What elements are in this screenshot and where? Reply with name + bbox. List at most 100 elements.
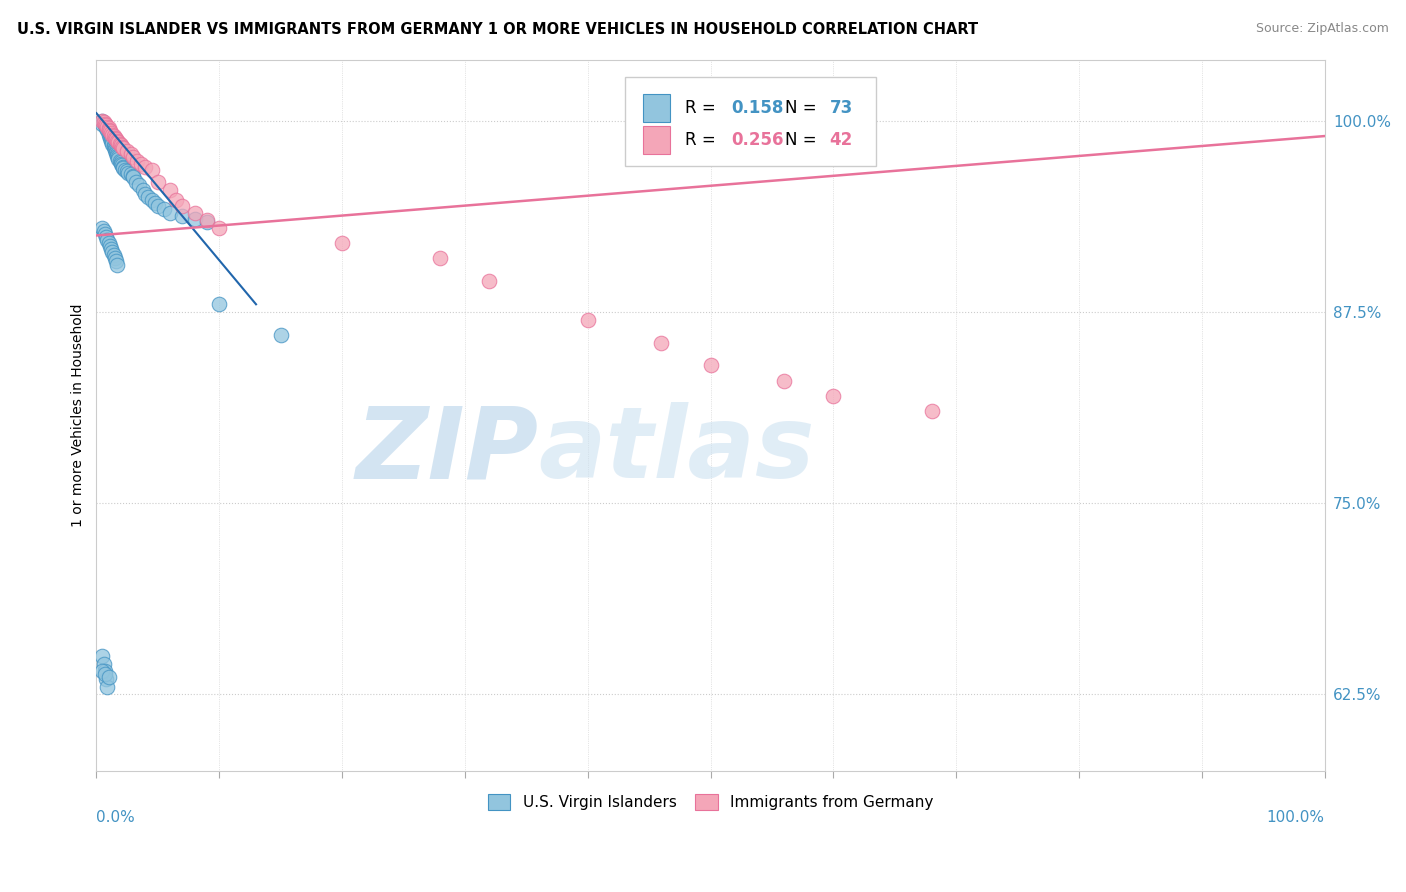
Point <box>172 209 194 223</box>
FancyBboxPatch shape <box>643 94 671 122</box>
Point <box>105 145 128 159</box>
Point <box>96 680 118 694</box>
Point <box>96 121 118 136</box>
Text: N =: N = <box>786 99 823 117</box>
Point <box>478 274 501 288</box>
Point <box>97 123 120 137</box>
Point <box>103 248 125 262</box>
Point <box>122 169 145 183</box>
Point <box>91 117 114 131</box>
Point <box>96 120 118 134</box>
Text: 0.256: 0.256 <box>731 131 785 149</box>
Point <box>97 670 120 684</box>
Point <box>165 194 187 208</box>
Point <box>115 145 138 159</box>
Point <box>100 242 122 256</box>
Point <box>105 149 128 163</box>
Point <box>172 199 194 213</box>
Point <box>96 230 118 244</box>
Point <box>104 252 127 266</box>
Point <box>330 236 353 251</box>
Point <box>159 183 181 197</box>
Point <box>120 147 142 161</box>
Point <box>97 236 120 251</box>
Point <box>105 254 128 268</box>
Point <box>91 665 114 679</box>
Point <box>208 220 231 235</box>
Point <box>100 132 122 146</box>
Point <box>98 129 121 144</box>
Point <box>97 126 120 140</box>
Point <box>208 297 231 311</box>
Point <box>146 199 169 213</box>
Point <box>104 143 127 157</box>
Point <box>93 657 115 671</box>
Point <box>96 120 118 134</box>
Point <box>107 152 129 166</box>
Point <box>111 158 134 172</box>
Point <box>107 135 129 149</box>
Point <box>105 258 128 272</box>
Point <box>128 178 150 192</box>
Point <box>129 156 152 170</box>
Point <box>823 389 845 403</box>
Point <box>110 156 132 170</box>
Text: 42: 42 <box>830 131 853 149</box>
Point <box>112 160 135 174</box>
Point <box>107 151 129 165</box>
Point <box>699 359 721 373</box>
Point <box>576 312 599 326</box>
Point <box>143 196 166 211</box>
Point <box>101 135 124 149</box>
Text: 100.0%: 100.0% <box>1267 810 1324 825</box>
Point <box>97 121 120 136</box>
Point <box>105 132 128 146</box>
Point <box>124 175 146 189</box>
Point <box>105 134 128 148</box>
Point <box>120 167 142 181</box>
Point <box>122 151 145 165</box>
Point <box>429 252 451 266</box>
Text: U.S. VIRGIN ISLANDER VS IMMIGRANTS FROM GERMANY 1 OR MORE VEHICLES IN HOUSEHOLD : U.S. VIRGIN ISLANDER VS IMMIGRANTS FROM … <box>17 22 979 37</box>
Point <box>108 136 131 151</box>
Point <box>132 183 155 197</box>
Text: N =: N = <box>786 131 823 149</box>
Point <box>125 153 148 168</box>
Point <box>183 211 205 226</box>
Y-axis label: 1 or more Vehicles in Household: 1 or more Vehicles in Household <box>72 303 86 527</box>
Point <box>110 155 132 169</box>
Point <box>146 175 169 189</box>
Text: 0.158: 0.158 <box>731 99 783 117</box>
Point <box>117 166 139 180</box>
Text: ZIP: ZIP <box>356 402 538 500</box>
Point <box>195 215 218 229</box>
Point <box>159 205 181 219</box>
Point <box>105 147 128 161</box>
Point <box>114 162 136 177</box>
Point <box>94 667 117 681</box>
Point <box>270 327 292 342</box>
Point <box>91 113 114 128</box>
Point <box>96 672 118 686</box>
FancyBboxPatch shape <box>643 126 671 154</box>
Text: Source: ZipAtlas.com: Source: ZipAtlas.com <box>1256 22 1389 36</box>
FancyBboxPatch shape <box>624 78 876 166</box>
Point <box>97 128 120 142</box>
Point <box>153 202 176 217</box>
Point <box>91 220 114 235</box>
Point <box>94 665 117 679</box>
Point <box>101 128 124 142</box>
Point <box>111 140 134 154</box>
Point <box>94 119 117 133</box>
Text: 73: 73 <box>830 99 853 117</box>
Point <box>104 141 127 155</box>
Point <box>94 117 117 131</box>
Point <box>100 134 122 148</box>
Point <box>91 648 114 663</box>
Point <box>96 233 118 247</box>
Point <box>98 239 121 253</box>
Point <box>195 213 218 227</box>
Point <box>112 141 135 155</box>
Text: atlas: atlas <box>538 402 815 500</box>
Point <box>112 161 135 176</box>
